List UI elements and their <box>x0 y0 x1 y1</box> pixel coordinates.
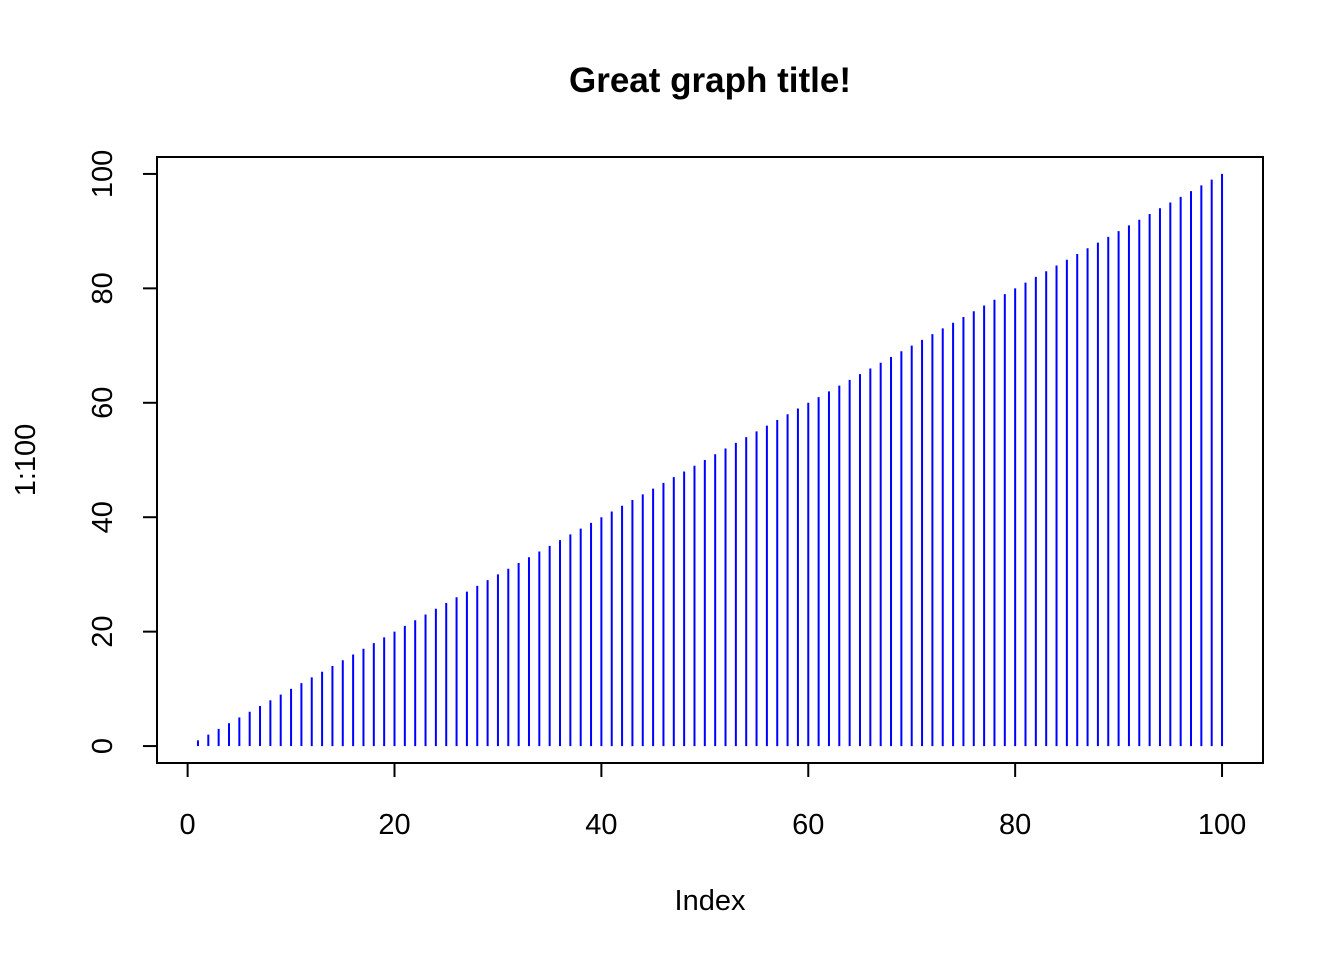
x-tick-label: 80 <box>999 809 1031 841</box>
y-axis: 0 20 40 60 80 100 <box>87 150 158 754</box>
y-tick-label: 40 <box>87 501 119 533</box>
x-tick-label: 0 <box>180 809 196 841</box>
x-tick-label: 20 <box>378 809 410 841</box>
y-tick-label: 100 <box>87 150 119 198</box>
chart-title: Great graph title! <box>569 61 851 100</box>
y-axis-label: 1:100 <box>10 424 42 497</box>
y-tick-label: 20 <box>87 616 119 648</box>
x-tick-label: 60 <box>792 809 824 841</box>
y-tick-label: 0 <box>87 738 119 754</box>
y-tick-label: 60 <box>87 387 119 419</box>
x-axis: 0 20 40 60 80 100 <box>180 762 1246 841</box>
x-axis-label: Index <box>675 885 746 917</box>
x-tick-label: 100 <box>1198 809 1246 841</box>
bar-series <box>196 173 1224 747</box>
y-tick-label: 80 <box>87 272 119 304</box>
x-tick-label: 40 <box>585 809 617 841</box>
